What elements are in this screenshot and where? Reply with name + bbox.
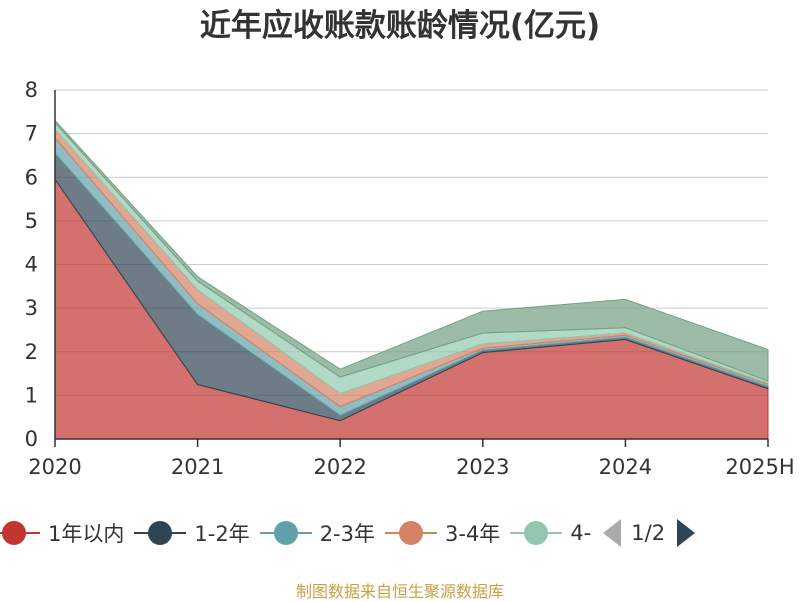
legend-marker-icon (385, 521, 437, 545)
legend-prev-arrow-icon[interactable] (603, 519, 622, 547)
y-tick-label: 4 (25, 253, 38, 277)
legend-marker-icon (510, 521, 563, 545)
legend-item[interactable]: 3-4年 (385, 518, 500, 548)
legend-next-arrow-icon[interactable] (677, 519, 696, 547)
legend-item[interactable]: 1年以内 (0, 518, 124, 548)
legend-marker-icon (134, 521, 187, 545)
legend-item[interactable]: 1-2年 (134, 518, 250, 548)
y-tick-label: 8 (25, 78, 38, 102)
y-axis-ticks: 0 1 2 3 4 5 6 7 8 (25, 78, 38, 451)
area-chart: 0 1 2 3 4 5 6 7 8 2020 2021 2022 2023 2024 2025H (25, 78, 795, 479)
legend-label: 3-4年 (445, 522, 501, 546)
legend-marker-icon (0, 521, 40, 545)
area-series-5 (54, 119, 769, 382)
legend-item[interactable]: 2-3年 (259, 518, 375, 548)
legend-label: 1-2年 (194, 522, 250, 546)
legend-page-number: 1/2 (631, 521, 666, 545)
legend-label: 4- (570, 521, 592, 545)
x-tick-label: 2023 (456, 455, 509, 479)
y-tick-label: 1 (25, 383, 38, 407)
x-tick-label: 2024 (599, 455, 652, 479)
y-tick-label: 2 (25, 340, 38, 364)
legend-label: 2-3年 (319, 522, 375, 546)
y-tick-label: 6 (25, 165, 38, 189)
y-tick-label: 7 (25, 122, 38, 146)
area-series (54, 119, 769, 440)
chart-title: 近年应收账款账龄情况(亿元) (199, 8, 601, 44)
legend-item[interactable]: 4- (510, 521, 591, 545)
x-tick-label: 2020 (28, 455, 81, 479)
x-tick-label: 2025H (725, 455, 794, 479)
x-axis-ticks: 2020 2021 2022 2023 2024 2025H (28, 439, 795, 479)
x-tick-label: 2022 (313, 455, 366, 479)
axes (54, 90, 768, 440)
legend-label: 1年以内 (48, 522, 125, 546)
legend: 1年以内 1-2年 2-3年 3-4年 4- 1/2 (0, 513, 800, 553)
y-tick-label: 3 (25, 296, 38, 320)
x-tick-label: 2021 (171, 455, 224, 479)
data-source-note: 制图数据来自恒生聚源数据库 (295, 582, 504, 601)
y-tick-label: 5 (25, 209, 38, 233)
legend-marker-icon (259, 521, 312, 545)
y-tick-label: 0 (25, 427, 38, 451)
legend-pager: 1/2 (603, 519, 696, 547)
